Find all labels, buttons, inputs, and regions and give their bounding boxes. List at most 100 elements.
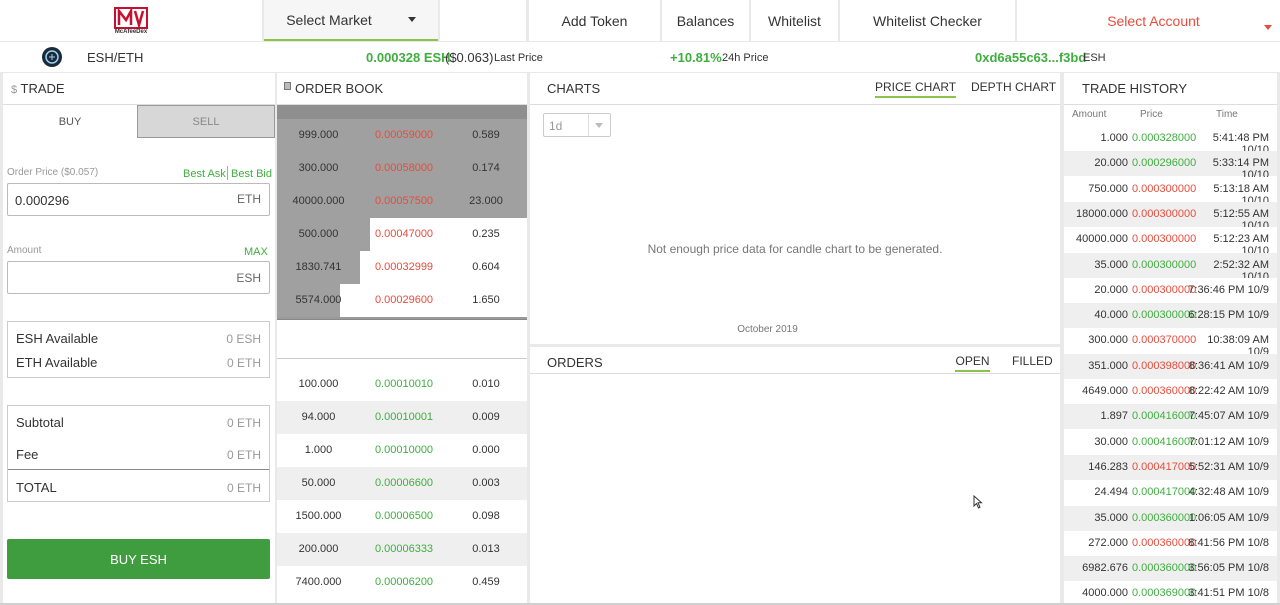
balances-button[interactable]: Balances xyxy=(662,0,749,41)
trade-history-row[interactable]: 24.494 0.000417000 4:32:48 AM 10/9 xyxy=(1064,480,1277,506)
token-icon xyxy=(42,47,62,67)
bid-row[interactable]: 200.000 0.00006333 0.013 xyxy=(277,533,527,566)
amount-input[interactable]: ESH xyxy=(7,261,270,294)
bid-amount: 100.000 xyxy=(298,378,339,390)
buy-tab[interactable]: BUY xyxy=(3,105,137,138)
ask-row[interactable]: 500.000 0.00047000 0.235 xyxy=(277,218,527,251)
trade-price: 0.000360000 xyxy=(1132,536,1197,549)
select-account-dropdown[interactable]: Select Account xyxy=(1017,0,1280,41)
select-market-dropdown[interactable]: Select Market xyxy=(264,0,438,41)
bid-row[interactable]: 7400.000 0.00006200 0.459 xyxy=(277,566,527,599)
ask-row[interactable]: 300.000 0.00058000 0.174 xyxy=(277,152,527,185)
esh-available-label: ESH Available xyxy=(16,331,99,346)
trade-history-row[interactable]: 4649.000 0.000360000 8:22:42 AM 10/9 xyxy=(1064,379,1277,404)
order-price-input[interactable]: 0.000296 ETH xyxy=(7,183,270,216)
best-bid-link[interactable]: Best Bid xyxy=(231,168,272,180)
tab-open-orders[interactable]: OPEN xyxy=(955,354,990,372)
trade-history-row[interactable]: 146.283 0.000417000 5:52:31 AM 10/9 xyxy=(1064,454,1277,480)
buy-esh-button[interactable]: BUY ESH xyxy=(7,539,270,579)
add-token-button[interactable]: Add Token xyxy=(529,0,660,41)
trade-title: $ TRADE xyxy=(11,81,65,96)
chart-empty-message: Not enough price data for candle chart t… xyxy=(647,242,943,256)
bid-row[interactable]: 100.000 0.00010010 0.010 xyxy=(277,368,527,401)
trade-history-row[interactable]: 1.897 0.000416000 7:45:07 AM 10/9 xyxy=(1064,404,1277,430)
trade-history-row[interactable]: 300.000 0.000370000 10:38:09 AM 10/9 xyxy=(1064,328,1277,358)
last-price-label: Last Price xyxy=(494,52,543,64)
bid-amount: 7400.000 xyxy=(295,576,342,588)
bid-price: 0.00010010 xyxy=(374,378,434,390)
trade-history-row[interactable]: 20.000 0.000296000 5:33:14 PM 10/10 xyxy=(1064,151,1277,181)
ask-amount: 1830.741 xyxy=(295,261,342,273)
trade-history-row[interactable]: 40000.000 0.000300000 5:12:23 AM 10/10 xyxy=(1064,227,1277,257)
tab-depth-chart[interactable]: DEPTH CHART xyxy=(971,80,1057,94)
trade-title-label: TRADE xyxy=(20,81,65,96)
ask-price: 0.00059000 xyxy=(374,129,434,141)
ask-row[interactable]: 40000.000 0.00057500 23.000 xyxy=(277,185,527,218)
trade-time: 7:01:12 AM 10/9 xyxy=(1188,435,1269,448)
ask-row[interactable]: 999.000 0.00059000 0.589 xyxy=(277,119,527,152)
trade-history-row[interactable]: 18000.000 0.000300000 5:12:55 AM 10/10 xyxy=(1064,201,1277,232)
bid-row[interactable]: 1.000 0.00010000 0.000 xyxy=(277,434,527,467)
ask-row[interactable]: 5574.000 0.00029600 1.650 xyxy=(277,284,527,317)
token-address[interactable]: 0xd6a55c63...f3bd xyxy=(975,50,1087,65)
interval-select[interactable]: 1d xyxy=(543,113,611,137)
tab-filled-orders[interactable]: FILLED xyxy=(1012,354,1053,368)
price-change-label: 24h Price xyxy=(722,52,769,64)
ask-row[interactable]: 1830.741 0.00032999 0.604 xyxy=(277,251,527,284)
trade-amount: 20.000 xyxy=(1094,283,1128,296)
trade-amount: 20.000 xyxy=(1094,157,1128,170)
trade-time: 4:32:48 AM 10/9 xyxy=(1188,486,1269,499)
trade-price: 0.000300000 xyxy=(1132,283,1197,296)
trade-history-row[interactable]: 4000.000 0.000369000 3:41:51 PM 10/8 xyxy=(1064,581,1277,605)
bid-amount: 200.000 xyxy=(298,543,339,555)
buy-esh-button-label: BUY ESH xyxy=(110,551,167,567)
sell-tab[interactable]: SELL xyxy=(137,105,275,138)
trade-amount: 300.000 xyxy=(1088,334,1128,347)
token-address-symbol: ESH xyxy=(1083,52,1106,64)
bid-price: 0.00006600 xyxy=(374,477,434,489)
trade-history-row[interactable]: 750.000 0.000300000 5:13:18 AM 10/10 xyxy=(1064,176,1277,207)
bid-row[interactable]: 50.000 0.00006600 0.003 xyxy=(277,467,527,500)
logo-area[interactable]: McAfeeDex xyxy=(0,0,262,41)
trade-price: 0.000398000 xyxy=(1132,359,1197,372)
col-time-header: Time xyxy=(1216,109,1238,120)
amount-unit: ESH xyxy=(236,271,261,285)
divider xyxy=(3,104,275,105)
trade-history-row[interactable]: 20.000 0.000300000 7:36:46 PM 10/9 xyxy=(1064,277,1277,303)
trade-price: 0.000369000 xyxy=(1132,587,1197,600)
scrollbar[interactable] xyxy=(0,603,1280,605)
trade-history-row[interactable]: 351.000 0.000398000 8:36:41 AM 10/9 xyxy=(1064,353,1277,379)
trade-history-row[interactable]: 1.000 0.000328000 5:41:48 PM 10/10 xyxy=(1064,126,1277,156)
trade-amount: 1.000 xyxy=(1100,132,1128,144)
eth-available-label: ETH Available xyxy=(16,355,98,370)
trade-history-row[interactable]: 35.000 0.000300000 2:52:32 AM 10/10 xyxy=(1064,252,1277,283)
bid-row[interactable]: 1500.000 0.00006500 0.098 xyxy=(277,500,527,533)
trade-history-list: 1.000 0.000328000 5:41:48 PM 10/10 20.000 0.… xyxy=(1064,126,1277,605)
fee-label: Fee xyxy=(16,447,39,462)
mouse-cursor-icon xyxy=(973,495,983,509)
bid-row[interactable]: 94.000 0.00010001 0.009 xyxy=(277,401,527,434)
best-ask-link[interactable]: Best Ask xyxy=(183,168,226,180)
trade-history-row[interactable]: 6982.676 0.000360000 3:56:05 PM 10/8 xyxy=(1064,556,1277,582)
orders-title: ORDERS xyxy=(547,355,603,370)
trade-amount: 30.000 xyxy=(1094,435,1128,448)
trade-history-row[interactable]: 40.000 0.000300000 6:28:15 PM 10/9 xyxy=(1064,303,1277,329)
ask-total: 1.650 xyxy=(472,294,500,306)
trade-price: 0.000360000 xyxy=(1132,511,1197,524)
trade-history-row[interactable]: 35.000 0.000360000 1:06:05 AM 10/9 xyxy=(1064,505,1277,531)
trade-time: 1:06:05 AM 10/9 xyxy=(1188,511,1269,524)
dollar-icon: $ xyxy=(11,84,18,96)
trade-history-row[interactable]: 30.000 0.000416000 7:01:12 AM 10/9 xyxy=(1064,429,1277,455)
trade-amount: 146.283 xyxy=(1088,460,1128,473)
max-link[interactable]: MAX xyxy=(244,246,268,258)
whitelist-checker-button[interactable]: Whitelist Checker xyxy=(840,0,1015,41)
trade-amount: 272.000 xyxy=(1088,536,1128,549)
trade-history-row[interactable]: 272.000 0.000360000 8:41:56 PM 10/8 xyxy=(1064,530,1277,556)
book-icon xyxy=(284,82,291,90)
pair-label[interactable]: ESH/ETH xyxy=(87,50,144,65)
tab-price-chart[interactable]: PRICE CHART xyxy=(875,80,957,98)
divider xyxy=(8,469,269,470)
whitelist-button[interactable]: Whitelist xyxy=(751,0,838,41)
divider xyxy=(1064,104,1277,105)
select-account-label: Select Account xyxy=(1107,12,1200,29)
